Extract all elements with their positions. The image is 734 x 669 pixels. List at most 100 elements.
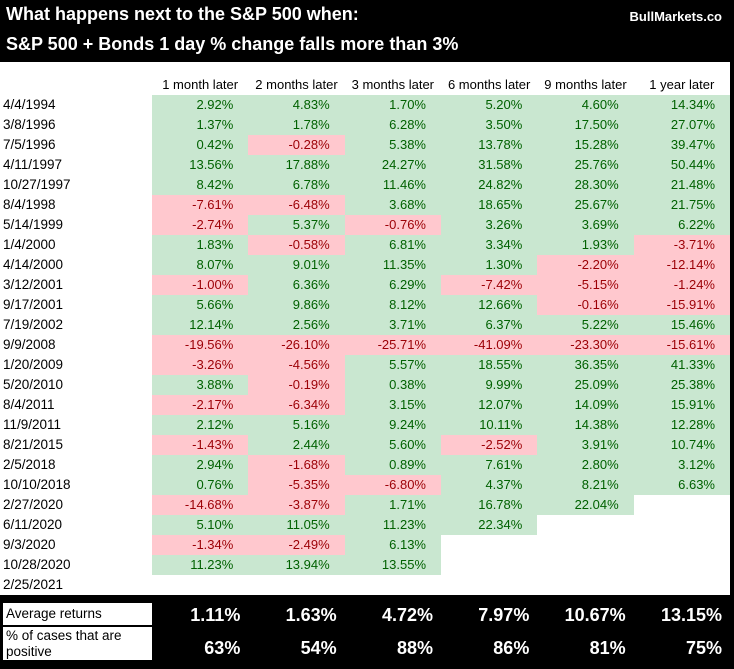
right-edge-border <box>730 0 734 669</box>
average-return-value: 4.72% <box>381 604 433 625</box>
table-row: 8/4/1998 -7.61% -6.48% 3.68% 18.65% 25.67% 21.… <box>0 195 730 215</box>
average-return-value: 1.63% <box>285 604 337 625</box>
return-cell: 24.27% <box>344 155 441 175</box>
return-cell: -15.91% <box>633 295 730 315</box>
column-header: 6 months later <box>447 77 531 92</box>
table-row: 1/20/2009 -3.26% -4.56% 5.57% 18.55% 36.35% 41… <box>0 355 730 375</box>
return-cell: 25.38% <box>633 375 730 395</box>
return-cell: 6.28% <box>344 115 441 135</box>
return-cell: -15.61% <box>633 335 730 355</box>
return-cell: 3.50% <box>441 115 538 135</box>
return-cell <box>634 555 730 575</box>
return-cell: 6.22% <box>633 215 730 235</box>
date-cell: 2/5/2018 <box>3 457 56 472</box>
return-cell: -12.14% <box>633 255 730 275</box>
return-cell: 6.81% <box>344 235 441 255</box>
return-cell: 9.86% <box>248 295 345 315</box>
return-cell: 6.37% <box>441 315 538 335</box>
percent-positive-row: % of cases that are positive 63% 54% 88% 86… <box>0 627 730 660</box>
return-cell <box>441 555 537 575</box>
return-cell: 3.68% <box>344 195 441 215</box>
return-cell: 5.57% <box>344 355 441 375</box>
return-cell: -4.56% <box>248 355 345 375</box>
column-header-row: 1 month later 2 months later 3 months late… <box>0 75 730 95</box>
date-cell: 10/27/1997 <box>3 177 71 192</box>
return-cell: 18.65% <box>441 195 538 215</box>
return-cell: -3.71% <box>633 235 730 255</box>
return-cell: 14.38% <box>537 415 634 435</box>
date-cell: 5/14/1999 <box>3 217 64 232</box>
return-cell: 15.91% <box>633 395 730 415</box>
return-cell: 2.12% <box>152 415 249 435</box>
return-cell: 9.24% <box>344 415 441 435</box>
return-cell: 11.46% <box>344 175 441 195</box>
return-cell: 22.34% <box>441 515 538 535</box>
date-cell: 6/11/2020 <box>3 517 63 532</box>
return-cell: 6.36% <box>248 275 345 295</box>
return-cell: -26.10% <box>248 335 345 355</box>
table-row: 10/28/2020 11.23% 13.94% 13.55% <box>0 555 730 575</box>
return-cell: 8.12% <box>344 295 441 315</box>
table-row: 11/9/2011 2.12% 5.16% 9.24% 10.11% 14.38% 12.2… <box>0 415 730 435</box>
table-row: 3/8/1996 1.37% 1.78% 6.28% 3.50% 17.50% 27.07% <box>0 115 730 135</box>
column-header: 3 months later <box>351 77 435 92</box>
return-cell: 22.04% <box>537 495 634 515</box>
date-cell: 11/9/2011 <box>3 417 62 432</box>
return-cell <box>441 575 537 595</box>
average-return-value: 10.67% <box>564 604 626 625</box>
date-cell: 3/8/1996 <box>3 117 56 132</box>
return-cell: 25.67% <box>537 195 634 215</box>
return-cell: 10.74% <box>633 435 730 455</box>
return-cell: 1.71% <box>344 495 441 515</box>
return-cell <box>634 515 730 535</box>
return-cell: 31.58% <box>441 155 538 175</box>
return-cell: 3.26% <box>441 215 538 235</box>
table-row: 2/27/2020 -14.68% -3.87% 1.71% 16.78% 22.04% <box>0 495 730 515</box>
return-cell: 4.60% <box>537 95 634 115</box>
percent-positive-value: 54% <box>300 638 337 658</box>
return-cell: 6.78% <box>248 175 345 195</box>
return-cell: 15.46% <box>633 315 730 335</box>
return-cell: 5.38% <box>344 135 441 155</box>
return-cell: -0.28% <box>248 135 345 155</box>
return-cell: 13.94% <box>248 555 345 575</box>
return-cell: 28.30% <box>537 175 634 195</box>
return-cell: 8.21% <box>537 475 634 495</box>
return-cell: 13.78% <box>441 135 538 155</box>
return-cell: 17.88% <box>248 155 345 175</box>
column-header: 1 year later <box>649 77 715 92</box>
date-cell: 7/5/1996 <box>3 137 56 152</box>
return-cell: 25.76% <box>537 155 634 175</box>
summary-footer: Average returns 1.11% 1.63% 4.72% 7.97% 10.6… <box>0 595 734 669</box>
return-cell: -7.61% <box>152 195 249 215</box>
return-cell <box>634 575 730 595</box>
return-cell: -1.00% <box>152 275 249 295</box>
return-cell: -2.74% <box>152 215 249 235</box>
return-cell: 3.34% <box>441 235 538 255</box>
return-cell: 2.92% <box>152 95 249 115</box>
brand-watermark: BullMarkets.co <box>629 9 722 24</box>
return-cell: 1.30% <box>441 255 538 275</box>
date-cell: 1/20/2009 <box>3 357 64 372</box>
return-cell: -6.48% <box>248 195 345 215</box>
return-cell: -2.52% <box>441 435 538 455</box>
column-header: 9 months later <box>544 77 627 92</box>
date-cell: 8/21/2015 <box>3 437 64 452</box>
return-cell: 12.28% <box>633 415 730 435</box>
column-header-spacer <box>0 75 152 95</box>
return-cell: 4.83% <box>248 95 345 115</box>
return-cell: 14.34% <box>633 95 730 115</box>
date-cell: 4/11/1997 <box>3 157 63 172</box>
table-row: 9/9/2008 -19.56% -26.10% -25.71% -41.09% -23.… <box>0 335 730 355</box>
return-cell: 14.09% <box>537 395 634 415</box>
table-row: 9/3/2020 -1.34% -2.49% 6.13% <box>0 535 730 555</box>
table-row: 10/10/2018 0.76% -5.35% -6.80% 4.37% 8.21% 6.6… <box>0 475 730 495</box>
return-cell <box>537 575 633 595</box>
return-cell: 17.50% <box>537 115 634 135</box>
table-row: 8/4/2011 -2.17% -6.34% 3.15% 12.07% 14.09% 15.… <box>0 395 730 415</box>
return-cell: 0.42% <box>152 135 249 155</box>
date-cell: 8/4/1998 <box>3 197 56 212</box>
return-cell: 13.56% <box>152 155 249 175</box>
return-cell: 13.55% <box>344 555 441 575</box>
return-cell: -3.26% <box>152 355 249 375</box>
